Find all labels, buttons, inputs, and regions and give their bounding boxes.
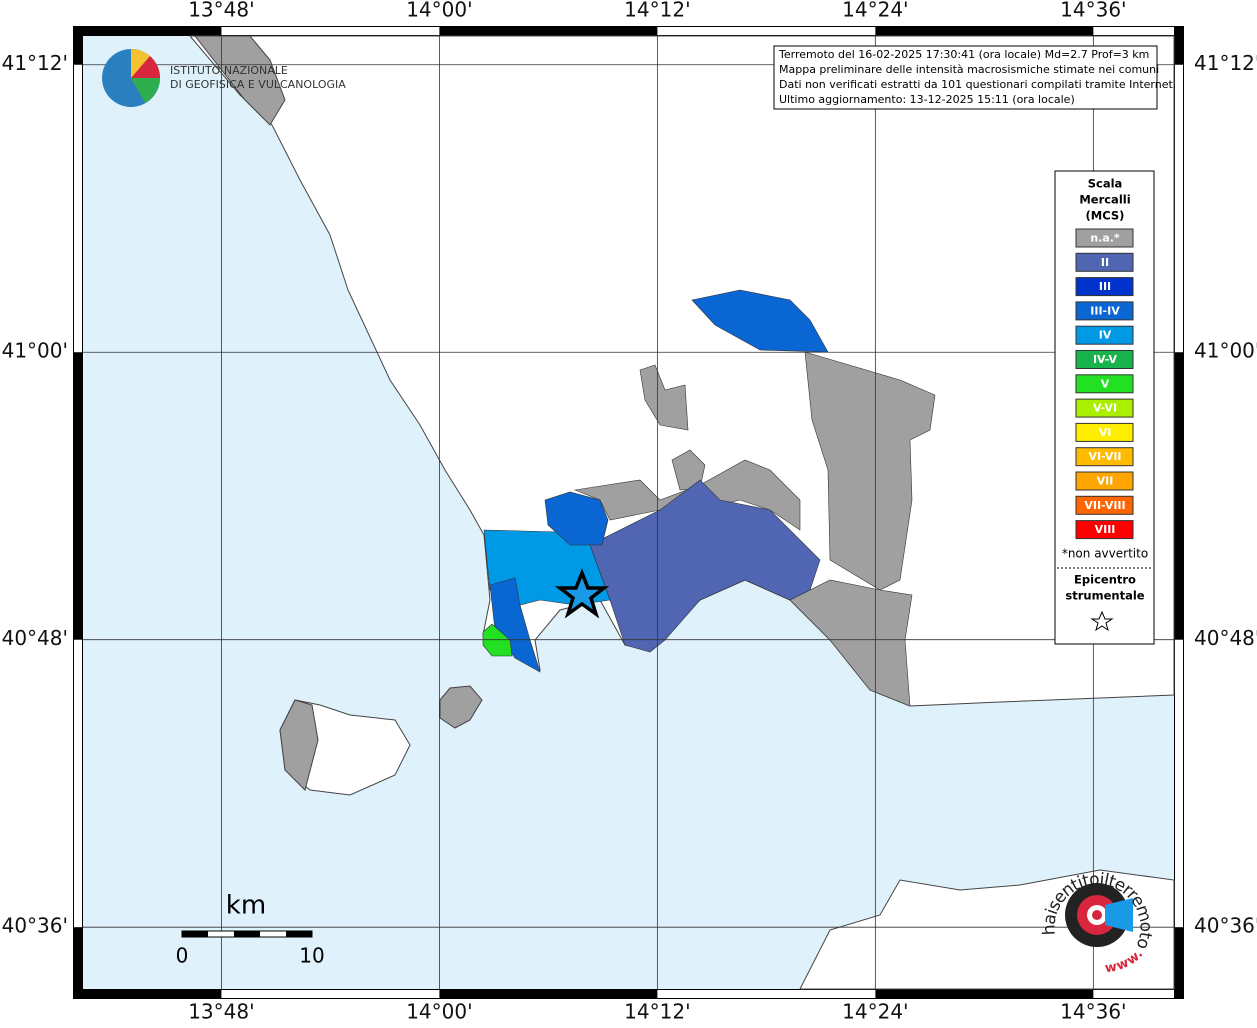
- municipality: [589, 479, 821, 653]
- scale-label: 0: [176, 944, 189, 968]
- frame-strip: [1175, 64, 1183, 353]
- legend-swatch: [1075, 374, 1134, 394]
- info-line: Mappa preliminare delle intensità macros…: [779, 63, 1159, 76]
- legend-swatch: [1075, 471, 1134, 491]
- lat-label: 40°48': [2, 626, 68, 650]
- municipality: [544, 491, 609, 546]
- info-line: Dati non verificati estratti da 101 ques…: [779, 78, 1176, 91]
- info-text: Terremoto del 16-02-2025 17:30:41 (ora l…: [778, 48, 1176, 106]
- lon-label: 13°48': [188, 1000, 254, 1024]
- lon-label: 14°36': [1060, 0, 1126, 22]
- frame-strip: [221, 27, 440, 35]
- legend-label: III: [1099, 280, 1111, 293]
- legend-label: VII: [1097, 475, 1114, 488]
- legend-title: Scala: [1088, 177, 1123, 191]
- frame-strip: [657, 990, 876, 998]
- frame-strip: [1175, 639, 1183, 928]
- legend-label: VIII: [1095, 523, 1116, 536]
- lat-label: 41°00': [2, 339, 68, 363]
- lon-label: 14°00': [406, 1000, 472, 1024]
- municipality: [691, 289, 829, 353]
- graticule: [83, 36, 1174, 989]
- lon-label: 13°48': [188, 0, 254, 22]
- lon-label: 14°24': [842, 0, 908, 22]
- epicenter-star: [554, 568, 610, 619]
- lon-label: 14°24': [842, 1000, 908, 1024]
- municipality: [639, 364, 689, 431]
- legend-swatch: [1075, 422, 1134, 442]
- frame-strip: [1093, 27, 1174, 35]
- lat-label: 40°36': [2, 914, 68, 938]
- lon-label: 14°12': [624, 0, 690, 22]
- scale-unit: km: [226, 891, 266, 921]
- scale-bar: km 0 10: [176, 891, 325, 968]
- lat-label: 41°12': [1194, 51, 1257, 75]
- municipality: [573, 459, 801, 531]
- legend-label: VII-VIII: [1084, 499, 1125, 512]
- logo-line: ISTITUTO NAZIONALE: [170, 64, 288, 77]
- frame-strip: [74, 64, 82, 353]
- legend-epicenter: strumentale: [1065, 589, 1144, 603]
- frame-strip: [657, 27, 876, 35]
- scale-label: 10: [299, 944, 324, 968]
- land: [188, 35, 1175, 990]
- legend-swatch: [1075, 277, 1134, 297]
- legend-swatch: [1075, 495, 1134, 515]
- legend-swatch: [1075, 520, 1134, 540]
- legend-label: IV-V: [1093, 353, 1118, 366]
- info-line: Terremoto del 16-02-2025 17:30:41 (ora l…: [778, 48, 1149, 61]
- legend-label: n.a.*: [1090, 232, 1120, 245]
- lat-label: 41°00': [1194, 339, 1257, 363]
- frame-strip: [74, 639, 82, 928]
- legend-swatch: [1075, 252, 1134, 272]
- legend-label: VI-VII: [1088, 450, 1121, 463]
- lon-label: 14°12': [624, 1000, 690, 1024]
- legend-label: V: [1101, 377, 1110, 390]
- legend-label: V-VI: [1093, 402, 1117, 415]
- legend: ScalaMercalli(MCS)n.a.*IIIIIIII-IVIVIV-V…: [1062, 177, 1148, 603]
- legend-swatch: [1075, 301, 1134, 321]
- legend-swatch: [1075, 228, 1134, 248]
- frame-strip: [221, 990, 440, 998]
- frame-strip: [1093, 990, 1174, 998]
- legend-swatch: [1075, 447, 1134, 467]
- municipality: [804, 351, 936, 591]
- municipality: [671, 449, 706, 491]
- lat-label: 40°48': [1194, 626, 1257, 650]
- legend-note: *non avvertito: [1062, 547, 1148, 561]
- legend-epicenter: Epicentro: [1074, 573, 1136, 587]
- lat-label: 41°12': [2, 51, 68, 75]
- lon-label: 14°36': [1060, 1000, 1126, 1024]
- logo-line: DI GEOFISICA E VULCANOLOGIA: [170, 78, 346, 91]
- legend-label: II: [1101, 256, 1109, 269]
- legend-label: III-IV: [1090, 304, 1120, 317]
- legend-swatch: [1075, 350, 1134, 369]
- info-line: Ultimo aggiornamento: 13-12-2025 15:11 (…: [779, 93, 1075, 106]
- legend-label: IV: [1099, 329, 1112, 342]
- info-box: [773, 45, 1158, 110]
- legend-swatch: [1075, 325, 1134, 345]
- legend-label: VI: [1099, 426, 1112, 439]
- ingv-logo: ISTITUTO NAZIONALE DI GEOFISICA E VULCAN…: [102, 48, 346, 107]
- lon-label: 14°00': [406, 0, 472, 22]
- lat-label: 40°36': [1194, 914, 1257, 938]
- legend-star: [1090, 610, 1114, 632]
- legend-swatch: [1075, 398, 1134, 418]
- legend-title: Mercalli: [1079, 193, 1130, 207]
- legend-title: (MCS): [1086, 209, 1125, 223]
